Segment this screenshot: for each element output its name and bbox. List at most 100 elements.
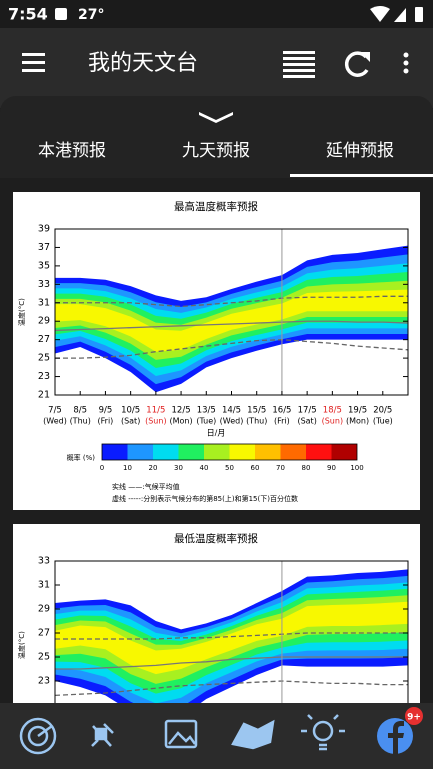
y-tick-label: 31 [38,297,50,308]
status-icon [55,8,67,20]
x-axis-label: 日/月 [207,429,226,438]
weekday-label: (Fri) [98,417,114,426]
x-tick-label: 13/5 [197,406,216,416]
plot [54,561,408,703]
bottom-nav [0,703,433,769]
x-tick-label: 16/5 [272,406,291,416]
x-tick-label: 18/5 [323,406,342,416]
weekday-label: (Sat) [121,417,140,426]
x-tick-label: 9/5 [99,406,113,416]
y-tick-label: 33 [38,279,50,290]
p15-line [54,680,408,697]
x-tick-label: 19/5 [348,406,367,416]
colorbar-tick-label: 50 [225,464,234,472]
chart-title: 最高温度概率预报 [174,200,258,213]
tab[interactable]: 九天预报 [182,141,250,161]
tab[interactable]: 本港预报 [38,141,106,161]
mean-line [55,656,408,670]
collapse-handle[interactable] [199,112,233,123]
x-tick-label: 12/5 [172,406,191,416]
y-tick-label: 29 [38,316,50,327]
x-tick-label: 8/5 [73,406,87,416]
weekday-label: (Mon) [346,417,369,426]
legend-note: 实线 ——:气候平均值 [112,482,180,491]
colorbar-cell [306,444,332,460]
plot [54,229,409,395]
map-button[interactable] [231,719,275,750]
battery-icon [415,7,423,22]
list-button[interactable] [283,51,315,78]
colorbar-tick-label: 40 [200,464,209,472]
weekday-label: (Sun) [145,417,166,426]
colorbar-tick-label: 60 [251,464,260,472]
satellite-button[interactable] [91,723,114,747]
colorbar-cell [331,444,357,460]
x-tick-label: 11/5 [146,406,165,416]
chart-title: 最低温度概率预报 [174,532,258,545]
weekday-label: (Mon) [170,417,193,426]
x-tick-label: 14/5 [222,406,241,416]
tab[interactable]: 延伸预报 [326,141,394,161]
colorbar-label: 概率 (%) [67,453,96,462]
mean-line [54,320,409,332]
weekday-label: (Sat) [297,417,316,426]
colorbar-tick-label: 0 [100,464,104,472]
x-tick-label: 20/5 [373,406,392,416]
weekday-label: (Fri) [274,417,290,426]
weekday-label: (Tue) [196,417,216,426]
y-tick-label: 27 [38,334,50,345]
status-bar [0,0,433,28]
weekday-label: (Thu) [70,417,91,426]
plot-frame [54,560,409,703]
wifi-icon [370,6,390,22]
y-tick-label: 23 [38,371,50,382]
probability-band [55,601,408,675]
radar-button[interactable] [19,717,57,755]
colorbar-tick-label: 20 [149,464,158,472]
weekday-label: (Thu) [246,417,267,426]
y-tick-label: 31 [38,580,50,591]
colorbar-tick-label: 100 [350,464,363,472]
p15-line [55,339,409,359]
weekday-label: (Sun) [322,417,343,426]
photo-button[interactable] [164,719,198,749]
refresh-button[interactable] [344,51,370,77]
y-tick-label: 21 [38,390,50,401]
colorbar-cell [229,444,255,460]
y-tick-label: 25 [38,652,50,663]
colorbar-frame [101,443,358,461]
colorbar-tick-label: 70 [276,464,285,472]
y-tick-label: 35 [38,260,50,271]
chart-card: 最高温度概率预报21232527293133353739温度(°C)7/5(We… [13,192,420,510]
tab-indicator [290,174,433,177]
signal-icon [394,8,406,22]
y-tick-label: 25 [38,353,50,364]
y-tick-label: 37 [38,242,50,253]
colorbar-tick-label: 80 [302,464,311,472]
y-axis-label: 温度(°C) [17,298,26,326]
colorbar-tick-label: 10 [123,464,132,472]
chart-card: 最低温度概率预报 23 25 27 29 31 33 温度(°C) [13,524,420,703]
y-tick-label: 33 [38,556,50,567]
app-title: 我的天文台 [88,51,198,76]
colorbar-cell [204,444,230,460]
menu-button[interactable] [22,53,45,72]
colorbar-cell [153,444,179,460]
more-button[interactable] [403,52,409,74]
tips-button[interactable] [301,714,345,751]
badge-text: 9+ [407,713,421,723]
colorbar-tick-label: 30 [174,464,183,472]
y-tick-label: 29 [38,604,50,615]
colorbar-cell [127,444,153,460]
weekday-label: (Wed) [43,417,67,426]
badge [405,707,423,725]
colorbar-cell [255,444,281,460]
facebook-button[interactable] [377,718,413,754]
weekday-label: (Tue) [373,417,393,426]
colorbar-tick-label: 90 [327,464,336,472]
y-tick-label: 23 [38,676,50,687]
colorbar-cell [178,444,204,460]
x-tick-label: 10/5 [121,406,140,416]
status-temp: 27° [78,7,104,23]
